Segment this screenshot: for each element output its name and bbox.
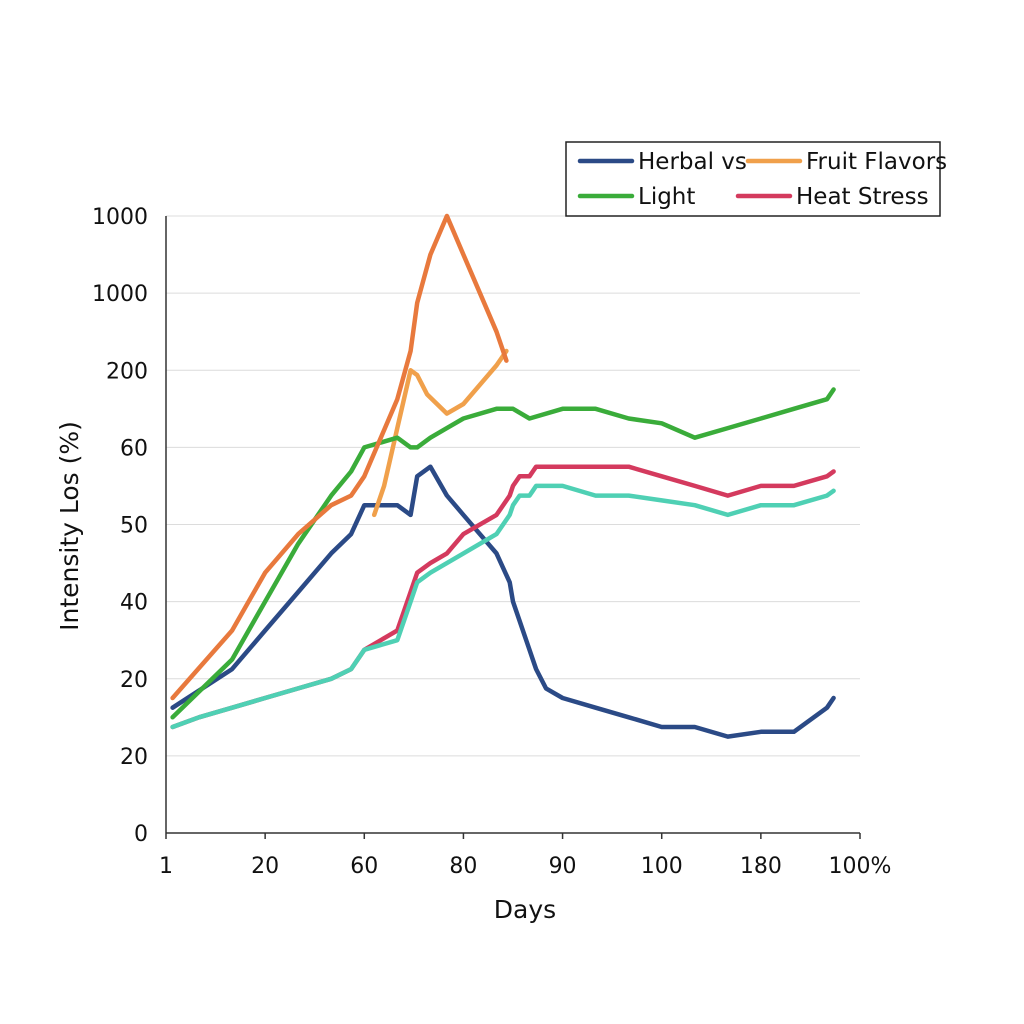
x-tick-label: 80	[449, 854, 477, 879]
x-tick-label: 20	[251, 854, 279, 879]
y-axis-title: Intensity Los (%)	[55, 421, 84, 631]
y-tick-label: 40	[120, 591, 148, 616]
y-tick-label: 50	[120, 514, 148, 539]
series-line-6	[170, 483, 836, 730]
y-tick-label: 20	[120, 745, 148, 770]
axes	[165, 216, 860, 834]
series-line-3	[170, 387, 836, 720]
y-tick-label: 1000	[92, 282, 148, 307]
x-tick-label: 100	[641, 854, 683, 879]
series-line-4	[170, 464, 836, 730]
x-tick-label: 1	[159, 854, 173, 879]
x-tick-label: 100%	[829, 854, 892, 879]
series-lines	[170, 213, 836, 739]
x-axis-ticks: 1 20 60 80 90 100 180 100%	[159, 833, 891, 879]
legend-label: Fruit Flavors	[806, 149, 947, 175]
y-axis-ticks: 0 20 20 40 50 60 200 1000 1000	[92, 205, 148, 847]
y-tick-label: 60	[120, 436, 148, 461]
x-tick-label: 90	[549, 854, 577, 879]
legend-label: Heat Stress	[796, 184, 929, 210]
legend: Herbal vs Fruit Flavors Light Heat Stress	[565, 141, 947, 217]
legend-label: Herbal vs	[638, 149, 747, 175]
series-line-2	[371, 348, 509, 518]
series-line-5	[170, 213, 509, 701]
y-tick-label: 200	[106, 359, 148, 384]
x-tick-label: 60	[350, 854, 378, 879]
y-tick-label: 20	[120, 668, 148, 693]
series-line-1	[170, 464, 836, 739]
x-axis-title: Days	[494, 895, 556, 924]
y-tick-label: 0	[134, 822, 148, 847]
legend-box	[565, 141, 941, 217]
x-tick-label: 180	[740, 854, 782, 879]
y-tick-label: 1000	[92, 205, 148, 230]
legend-label: Light	[638, 184, 695, 210]
